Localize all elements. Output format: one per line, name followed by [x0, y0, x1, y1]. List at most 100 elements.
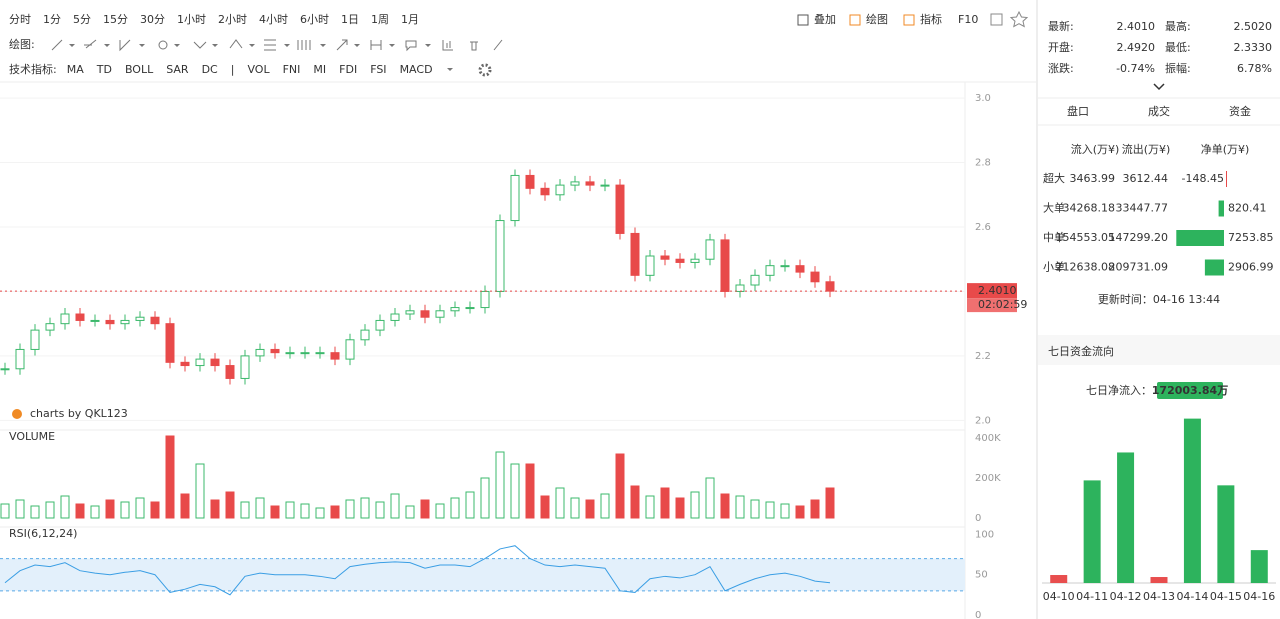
interval-button[interactable]: 15分 — [103, 13, 128, 26]
indicator-button[interactable]: MA — [67, 63, 84, 76]
indicator-button[interactable]: TD — [96, 63, 112, 76]
action-button[interactable]: 绘图 — [866, 12, 888, 26]
rsi-line — [4, 545, 831, 596]
indicator-button[interactable]: VOL — [247, 63, 270, 76]
draw-tools[interactable] — [51, 39, 503, 52]
indicator-button[interactable]: FSI — [370, 63, 386, 76]
volume-bar — [405, 505, 415, 519]
indicator-button[interactable]: FNI — [283, 63, 301, 76]
candle-body — [60, 313, 70, 325]
star-icon[interactable] — [1009, 10, 1029, 28]
candle-body — [810, 271, 820, 283]
watermark-logo — [12, 409, 22, 419]
volume-bar — [90, 505, 100, 519]
action-icon[interactable] — [797, 14, 809, 26]
y-tick-label: 200K — [975, 473, 1001, 484]
interval-button[interactable]: 5分 — [73, 13, 91, 26]
x-tick-label: 04-15 — [1210, 590, 1242, 603]
tab[interactable]: 成交 — [1148, 104, 1170, 118]
countdown-tag — [967, 298, 1017, 313]
candle-body — [735, 284, 745, 292]
f10-button[interactable]: F10 — [958, 13, 978, 26]
net-bar — [1204, 259, 1224, 276]
net-value: -148.45 — [1182, 172, 1224, 185]
settings-icon[interactable] — [478, 63, 492, 77]
x-tick-label: 04-14 — [1176, 590, 1208, 603]
interval-button[interactable]: 1日 — [341, 13, 359, 26]
y-tick-label: 50 — [975, 570, 988, 581]
interval-button[interactable]: 1月 — [401, 13, 419, 26]
indicator-button[interactable]: MACD — [400, 63, 433, 76]
volume-bar — [135, 497, 145, 519]
volume-bar — [810, 499, 820, 519]
candle-body — [540, 187, 550, 196]
countdown: 02:02:59 — [978, 298, 1027, 311]
tab[interactable]: 资金 — [1229, 104, 1251, 118]
interval-button[interactable]: 6小时 — [300, 13, 329, 26]
volume-bar — [780, 503, 790, 519]
candle-body — [330, 352, 340, 360]
candle-body — [480, 290, 490, 309]
volume-bar — [30, 505, 40, 519]
row-name: 大单 — [1043, 201, 1065, 215]
candle-body — [660, 255, 670, 260]
action-icon[interactable] — [903, 14, 915, 26]
volume-bar — [765, 501, 775, 519]
candle-body — [45, 323, 55, 331]
quote-value: 2.5020 — [1234, 20, 1273, 33]
candle-body — [375, 319, 385, 331]
net-value: 2906.99 — [1228, 261, 1274, 274]
quote-label: 最低: — [1165, 41, 1191, 54]
candle-body — [690, 258, 700, 263]
volume-bar — [300, 503, 310, 519]
action-icon[interactable] — [849, 14, 861, 26]
candle-body — [315, 352, 325, 355]
volume-bar — [585, 499, 595, 519]
x-tick-label: 04-12 — [1110, 590, 1142, 603]
action-button[interactable]: 指标 — [920, 12, 942, 26]
candle-body — [150, 316, 160, 325]
y-tick-label: 2.0 — [975, 415, 991, 426]
indicator-button[interactable]: | — [231, 63, 235, 76]
net-value: 7253.85 — [1228, 231, 1274, 244]
interval-button[interactable]: 2小时 — [218, 13, 247, 26]
total-tag — [1157, 382, 1223, 399]
candle-body — [405, 310, 415, 315]
net-value: 820.41 — [1228, 202, 1267, 215]
interval-button[interactable]: 30分 — [140, 13, 165, 26]
fullscreen-icon[interactable] — [990, 13, 1003, 26]
volume-bar — [60, 495, 70, 519]
collapse-icon[interactable] — [1153, 83, 1165, 91]
interval-button[interactable]: 1周 — [371, 13, 389, 26]
candle-body — [390, 313, 400, 321]
volume-bar — [330, 505, 340, 519]
flow-in: 212638.08 — [1056, 261, 1116, 274]
interval-button[interactable]: 1分 — [43, 13, 61, 26]
candle-body — [795, 265, 805, 273]
y-tick-label: 3.0 — [975, 93, 991, 104]
indicator-button[interactable]: BOLL — [125, 63, 154, 76]
indicator-button[interactable]: SAR — [166, 63, 189, 76]
interval-button[interactable]: 分时 — [9, 13, 31, 26]
candle-body — [30, 329, 40, 350]
volume-bar — [285, 501, 295, 519]
candle-body — [165, 323, 175, 363]
tab[interactable]: 盘口 — [1067, 104, 1089, 118]
volume-bar — [360, 497, 370, 519]
volume-bar — [495, 451, 505, 519]
quote-label: 振幅: — [1165, 61, 1191, 75]
indicator-button[interactable]: MI — [313, 63, 326, 76]
interval-button[interactable]: 1小时 — [177, 13, 206, 26]
y-tick-label: 2.6 — [975, 222, 991, 233]
indicator-button[interactable]: FDI — [339, 63, 357, 76]
pane-title: RSI(6,12,24) — [9, 527, 77, 540]
flow-bar — [1117, 452, 1135, 583]
candle-body — [15, 348, 25, 370]
action-button[interactable]: 叠加 — [814, 13, 836, 26]
table-header: 净单(万¥) — [1201, 142, 1250, 156]
indicator-button[interactable]: DC — [202, 63, 218, 76]
volume-bar — [435, 503, 445, 519]
candle-body — [300, 352, 310, 355]
candle-body — [285, 352, 295, 355]
interval-button[interactable]: 4小时 — [259, 13, 288, 26]
